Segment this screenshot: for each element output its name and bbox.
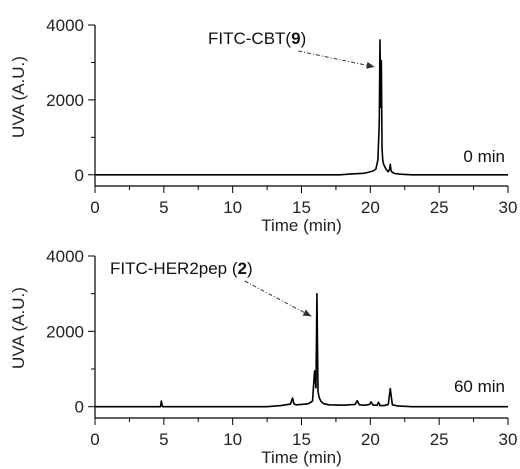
annotation-arrowhead [366, 61, 375, 69]
chromatogram-trace [95, 39, 508, 176]
chromatogram-panel-60min: 0 5 10 15 20 25 30 0 2000 4000 Time (min) UVA (A.U.… [9, 247, 517, 467]
y-tick-label: 0 [75, 398, 84, 417]
peak-annotation-prefix: FITC-CBT( [208, 29, 291, 48]
peak-annotation: FITC-HER2pep (2) [110, 259, 253, 278]
x-tick-label: 5 [159, 198, 168, 217]
y-tick-label: 4000 [46, 16, 84, 35]
peak-annotation-compound-number: 2 [238, 259, 247, 278]
y-axis-label: UVA (A.U.) [9, 56, 28, 138]
reaction-time-label: 60 min [454, 377, 505, 396]
chromatogram-trace [95, 292, 508, 408]
y-tick-label: 0 [75, 166, 84, 185]
x-tick-label: 20 [361, 430, 380, 449]
peak-annotation: FITC-CBT(9) [208, 29, 306, 48]
x-tick-label: 5 [159, 430, 168, 449]
x-tick-label: 10 [223, 430, 242, 449]
y-axis-label: UVA (A.U.) [9, 287, 28, 369]
peak-annotation-compound-number: 9 [291, 29, 300, 48]
x-axis-label: Time (min) [261, 216, 342, 235]
annotation-arrowhead [302, 309, 312, 317]
x-tick-label: 30 [499, 430, 518, 449]
annotation-arrow-line [244, 280, 312, 317]
x-tick-label: 20 [361, 198, 380, 217]
x-tick-label: 10 [223, 198, 242, 217]
x-tick-label: 15 [292, 198, 311, 217]
x-tick-label: 25 [430, 198, 449, 217]
y-tick-label: 2000 [46, 91, 84, 110]
x-tick-label: 0 [90, 198, 99, 217]
x-tick-label: 30 [499, 198, 518, 217]
x-axis-label: Time (min) [261, 448, 342, 467]
reaction-time-label: 0 min [463, 147, 505, 166]
chromatogram-panel-0min: 0 5 10 15 20 25 30 0 2000 4000 Time (min) UVA (A.U.… [9, 16, 517, 235]
y-tick-label: 2000 [46, 322, 84, 341]
annotation-arrow-line [298, 50, 375, 68]
x-tick-label: 0 [90, 430, 99, 449]
x-tick-label: 25 [430, 430, 449, 449]
y-tick-label: 4000 [46, 247, 84, 266]
x-tick-label: 15 [292, 430, 311, 449]
peak-annotation-suffix: ) [247, 259, 253, 278]
peak-annotation-suffix: ) [301, 29, 307, 48]
peak-annotation-prefix: FITC-HER2pep ( [110, 259, 238, 278]
